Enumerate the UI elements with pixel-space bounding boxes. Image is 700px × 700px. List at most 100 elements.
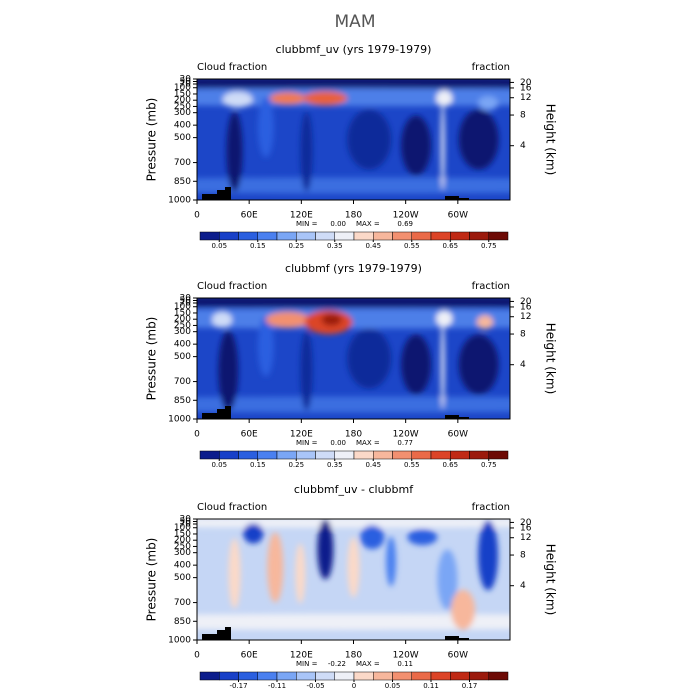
colorbar-box <box>276 450 297 460</box>
x-tick-label: 0 <box>194 430 200 440</box>
figure-title: MAM <box>335 12 376 32</box>
field-blob <box>257 97 274 158</box>
y2-tick-label: 20 <box>520 297 532 307</box>
field-blob <box>222 91 253 108</box>
field-blob <box>451 589 476 630</box>
y-tick-label: 300 <box>174 327 191 337</box>
y-tick-label: 700 <box>174 598 191 608</box>
x-tick-label: 120E <box>290 211 313 221</box>
topography <box>445 196 469 200</box>
colorbar-box <box>450 450 470 460</box>
y-tick-label: 850 <box>174 177 191 187</box>
field-blob <box>478 520 499 591</box>
y-tick-label: 70 <box>180 519 192 529</box>
field-blob <box>197 519 510 528</box>
topography <box>445 415 469 419</box>
field-blob <box>197 613 510 630</box>
left-label: Cloud fraction <box>197 62 267 73</box>
topography <box>202 187 231 200</box>
field <box>197 519 510 640</box>
colorbar-box <box>334 231 355 241</box>
stats-value: 0.77 <box>397 439 413 447</box>
panel-title: clubbmf (yrs 1979-1979) <box>285 262 422 275</box>
colorbar-label: 0.17 <box>462 682 478 690</box>
field-blob <box>267 532 284 603</box>
colorbar-label: 0.65 <box>442 242 458 250</box>
colorbar-box <box>257 231 278 241</box>
field-blob <box>436 90 453 107</box>
colorbar-box <box>469 671 489 681</box>
y2-axis-label: Height (km) <box>544 104 558 175</box>
field-blobs <box>197 519 510 630</box>
y-tick-label: 50 <box>180 517 192 527</box>
stats-label: MAX = <box>356 660 380 668</box>
y-tick-label: 50 <box>180 296 192 306</box>
colorbar-label: 0.75 <box>481 461 497 469</box>
x-tick-label: 120E <box>290 430 313 440</box>
x-tick-label: 60E <box>241 211 258 221</box>
x-tick-label: 180 <box>345 430 362 440</box>
left-label: Cloud fraction <box>197 502 267 513</box>
y-tick-label: 30 <box>180 75 192 85</box>
colorbar-box <box>353 450 374 460</box>
panel: clubbmf_uv - clubbmf Cloud fraction fracti… <box>145 483 558 690</box>
field-blob <box>407 529 438 546</box>
stats-label: MAX = <box>356 220 380 228</box>
y-axis-label: Pressure (mb) <box>145 317 159 401</box>
colorbar-box <box>334 671 355 681</box>
y-tick-label: 250 <box>174 321 191 331</box>
colorbar-label: 0.05 <box>211 461 227 469</box>
stats-value: -0.22 <box>328 660 346 668</box>
y-tick-label: 100 <box>174 523 191 533</box>
y2-tick-label: 16 <box>520 302 532 312</box>
right-label: fraction <box>472 281 510 292</box>
x-tick-label: 180 <box>345 211 362 221</box>
field-blob <box>243 523 264 544</box>
colorbar-label: 0.75 <box>481 242 497 250</box>
colorbar-label: 0.45 <box>365 461 381 469</box>
colorbar-box <box>238 671 258 681</box>
field-blob <box>212 311 233 328</box>
field-blob <box>440 100 445 191</box>
y-tick-label: 500 <box>174 573 191 583</box>
colorbar-label: 0.15 <box>250 242 266 250</box>
y-tick-label: 300 <box>174 108 191 118</box>
field-blob <box>401 115 432 176</box>
y-tick-label: 200 <box>174 315 191 325</box>
y-tick-label: 400 <box>174 121 191 131</box>
left-label: Cloud fraction <box>197 281 267 292</box>
x-tick-label: 60E <box>241 430 258 440</box>
y-tick-label: 200 <box>174 536 191 546</box>
field-blobs <box>197 79 510 194</box>
y2-tick-label: 12 <box>520 312 531 322</box>
y-tick-label: 700 <box>174 158 191 168</box>
y-tick-label: 200 <box>174 96 191 106</box>
field-blob <box>476 315 493 330</box>
field-blob <box>197 177 510 194</box>
field-blob <box>197 88 510 107</box>
y-tick-label: 400 <box>174 340 191 350</box>
y-tick-label: 850 <box>174 617 191 627</box>
colorbar-label: 0.45 <box>365 242 381 250</box>
stats-value: 0.00 <box>330 439 346 447</box>
field-blob <box>257 316 274 377</box>
colorbar-box <box>296 671 316 681</box>
field-blob <box>458 334 499 395</box>
colorbar-box <box>450 231 470 241</box>
colorbar-box <box>488 231 509 241</box>
y2-tick-label: 20 <box>520 78 532 88</box>
stats-label: MAX = <box>356 439 380 447</box>
y-tick-label: 150 <box>174 308 191 318</box>
colorbar-box <box>334 450 355 460</box>
colorbar-label: 0.05 <box>385 682 401 690</box>
y-tick-label: 30 <box>180 515 192 525</box>
colorbar-box <box>411 450 432 460</box>
y-tick-label: 300 <box>174 548 191 558</box>
field-blob <box>440 319 445 410</box>
y-tick-label: 700 <box>174 377 191 387</box>
colorbar-box <box>488 450 509 460</box>
y2-tick-label: 16 <box>520 83 532 93</box>
y-axis-label: Pressure (mb) <box>145 538 159 622</box>
y2-tick-label: 16 <box>520 523 532 533</box>
